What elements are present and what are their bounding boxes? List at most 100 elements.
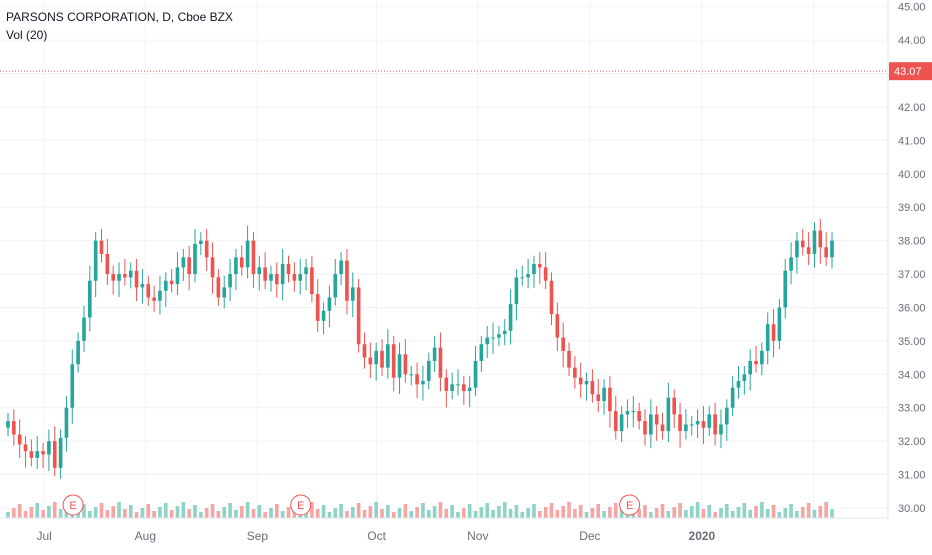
volume-bar (234, 510, 238, 518)
volume-bar (175, 506, 180, 518)
candle-body (76, 340, 80, 365)
candle-body (666, 397, 671, 432)
volume-bar (543, 507, 548, 518)
candle-body (269, 274, 273, 281)
volume-bar (17, 504, 22, 518)
candle-body (643, 421, 647, 435)
volume-bar (462, 508, 466, 518)
candle-body (397, 354, 402, 378)
candle-body (584, 380, 589, 385)
candle-body (760, 350, 764, 365)
candle-body (578, 377, 583, 385)
candle-body (234, 257, 238, 275)
volume-bar (105, 510, 110, 518)
candle-body (292, 274, 297, 281)
candle-body (800, 240, 805, 248)
candle-body (701, 421, 706, 428)
candle-body (426, 360, 431, 381)
price-tag: 43.07 (894, 66, 922, 78)
candle-body (29, 451, 34, 458)
volume-bar (321, 505, 326, 518)
volume-bar (602, 511, 606, 518)
volume-bar (181, 502, 186, 518)
volume-bar (152, 511, 156, 518)
volume-bar (438, 502, 443, 518)
candle-body (380, 350, 384, 368)
candle-body (88, 280, 92, 318)
candle-body (17, 434, 22, 445)
y-tick-label: 39.00 (898, 202, 926, 214)
volume-bar (795, 511, 799, 518)
volume-bar (806, 503, 811, 518)
volume-bar (193, 505, 197, 518)
candle-body (52, 441, 57, 468)
candle-body (286, 264, 291, 275)
volume-bar (6, 512, 10, 518)
volume-bar (35, 503, 40, 518)
volume-bar (660, 504, 665, 518)
chart-title: PARSONS CORPORATION, D, Cboe BZX (6, 10, 233, 24)
volume-bar (391, 512, 396, 518)
volume-bar (421, 503, 425, 518)
volume-bar (596, 504, 601, 518)
grid (0, 0, 888, 518)
candle-body (93, 240, 98, 281)
volume-bar (491, 510, 495, 518)
y-tick-label: 32.00 (898, 436, 926, 448)
volume-bar (567, 502, 571, 518)
candle-body (561, 337, 565, 351)
candle-body (660, 424, 665, 432)
candle-body (216, 277, 221, 298)
candle-body (158, 290, 162, 301)
candle-body (631, 411, 636, 413)
candle-body (117, 274, 121, 281)
volume-bar (532, 504, 536, 518)
y-tick-label: 40.00 (898, 169, 926, 181)
y-tick-label: 31.00 (898, 470, 926, 482)
volume-bar (736, 507, 741, 518)
volume-bar (374, 502, 378, 518)
volume-bar (286, 507, 291, 518)
candle-body (82, 317, 86, 341)
volume-bar (380, 509, 384, 518)
volume-bar (362, 510, 367, 518)
volume-bar (228, 503, 232, 518)
candle-body (275, 274, 279, 285)
volume-bar (497, 506, 501, 518)
volume-bar (695, 502, 700, 518)
candle-body (695, 421, 700, 425)
y-tick-label: 44.00 (898, 35, 926, 47)
candle-body (684, 424, 688, 432)
volume-bar (467, 504, 472, 518)
candle-body (450, 384, 454, 392)
volume-bar (222, 507, 227, 518)
candle-body (508, 304, 513, 331)
candle-body (438, 347, 443, 378)
candle-body (350, 287, 355, 301)
candle-body (649, 414, 653, 435)
volume-bar (315, 509, 320, 518)
earnings-marker-circle (290, 494, 312, 516)
volume-bar (724, 504, 729, 518)
candle-body (105, 253, 110, 275)
volume-bar (146, 504, 151, 518)
candle-body (818, 230, 823, 248)
volume-bar (93, 507, 98, 518)
volume-bar (12, 508, 16, 518)
volume-bar (684, 510, 688, 518)
earnings-marker-circle (619, 494, 641, 516)
volume-bars (6, 502, 834, 518)
candle-body (824, 247, 828, 258)
candle-body (35, 451, 40, 458)
volume-bar (654, 508, 659, 518)
volume-bar (526, 508, 530, 518)
candle-body (456, 384, 460, 386)
candle-body (239, 257, 244, 268)
candle-body (520, 277, 525, 279)
candle-body (736, 380, 741, 388)
y-tick-label: 30.00 (898, 503, 926, 515)
candle-body (830, 240, 834, 258)
volume-bar (719, 508, 723, 518)
candle-body (204, 240, 209, 258)
